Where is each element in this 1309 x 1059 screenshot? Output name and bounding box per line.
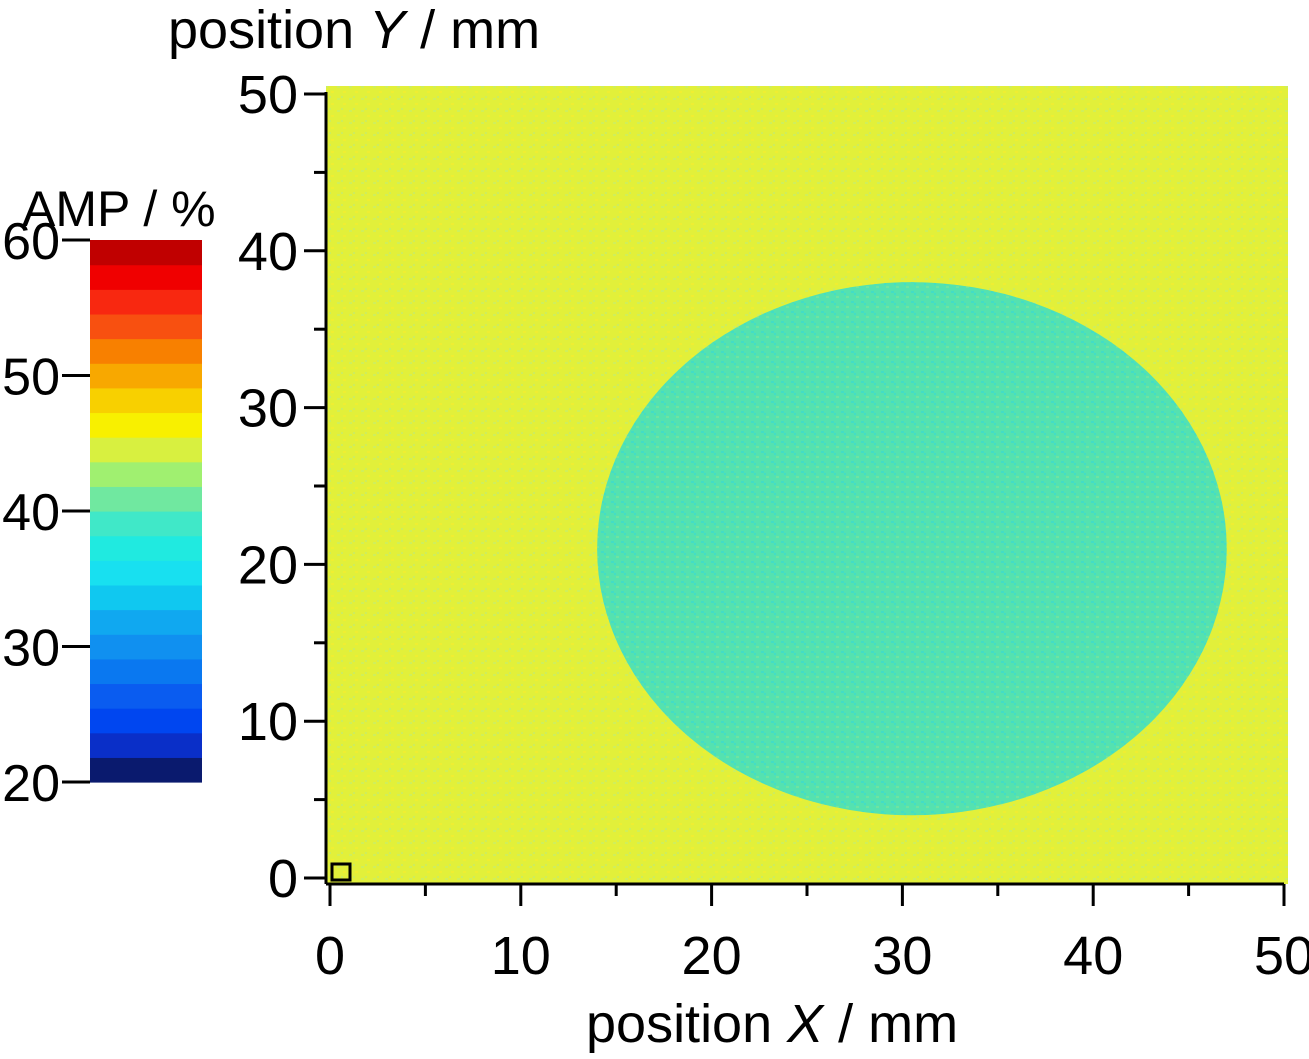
colorbar-swatch [90,584,202,611]
x-tick-label: 40 [1063,926,1123,986]
y-axis-title-symbol: Y [369,0,409,60]
y-axis-title: position Y / mm [168,0,540,60]
colorbar-swatch [90,683,202,709]
plot-area [326,86,1288,884]
x-axis-title: position X / mm [586,994,958,1054]
y-tick-label: 10 [238,692,298,752]
colorbar-swatch [90,658,202,685]
colorbar-swatch [90,511,202,537]
colorbar-tick-label: 60 [2,213,60,271]
x-axis-title-prefix: position [586,994,787,1054]
y-tick-label: 30 [238,379,298,439]
corner-marker [330,862,352,882]
y-tick-label: 40 [238,222,298,282]
colorbar-swatch [90,387,202,414]
x-axis-ticks: 0 10 20 30 40 50 [315,884,1309,986]
colorbar-swatch [90,264,202,290]
x-tick-label: 0 [315,926,345,986]
colorbar-tick-label: 50 [2,349,60,407]
x-tick-label: 10 [491,926,551,986]
colorbar-swatch [90,535,202,561]
colorbar-swatch [90,240,202,266]
colorbar-swatch [90,289,202,315]
colorbar-swatch [90,732,202,758]
colorbar-swatch [90,363,202,389]
colorbar-swatch [90,437,202,463]
x-axis-title-suffix: / mm [823,994,958,1054]
colorbar-swatch [90,560,202,586]
colorbar-swatch [90,708,202,734]
colorbar-swatch [90,486,202,512]
y-tick-label: 50 [238,65,298,125]
colorbar-tick-label: 30 [2,620,60,678]
x-tick-label: 30 [872,926,932,986]
colorbar-swatch [90,338,202,364]
x-tick-label: 50 [1254,926,1309,986]
colorbar-swatch [90,461,202,487]
y-axis-title-suffix: / mm [405,0,540,60]
y-tick-label: 20 [238,535,298,595]
y-axis-title-prefix: position [168,0,369,60]
y-tick-label: 0 [268,849,298,909]
colorbar-swatch [90,757,202,783]
colorbar-swatch [90,412,202,438]
low-amplitude-region [597,282,1227,816]
colorbar-tick-label: 20 [2,755,60,813]
colorbar-swatch [90,609,202,635]
y-axis-ticks: 0 10 20 30 40 50 [238,65,326,909]
x-tick-label: 20 [682,926,742,986]
colorbar-title: AMP / % [22,181,216,237]
colorbar [90,240,202,783]
x-axis-title-symbol: X [785,994,825,1054]
colorbar-swatch [90,634,202,660]
colorbar-tick-label: 40 [2,484,60,542]
colorbar-ticks: 20 30 40 50 60 [2,213,90,813]
colorbar-swatch [90,313,202,340]
